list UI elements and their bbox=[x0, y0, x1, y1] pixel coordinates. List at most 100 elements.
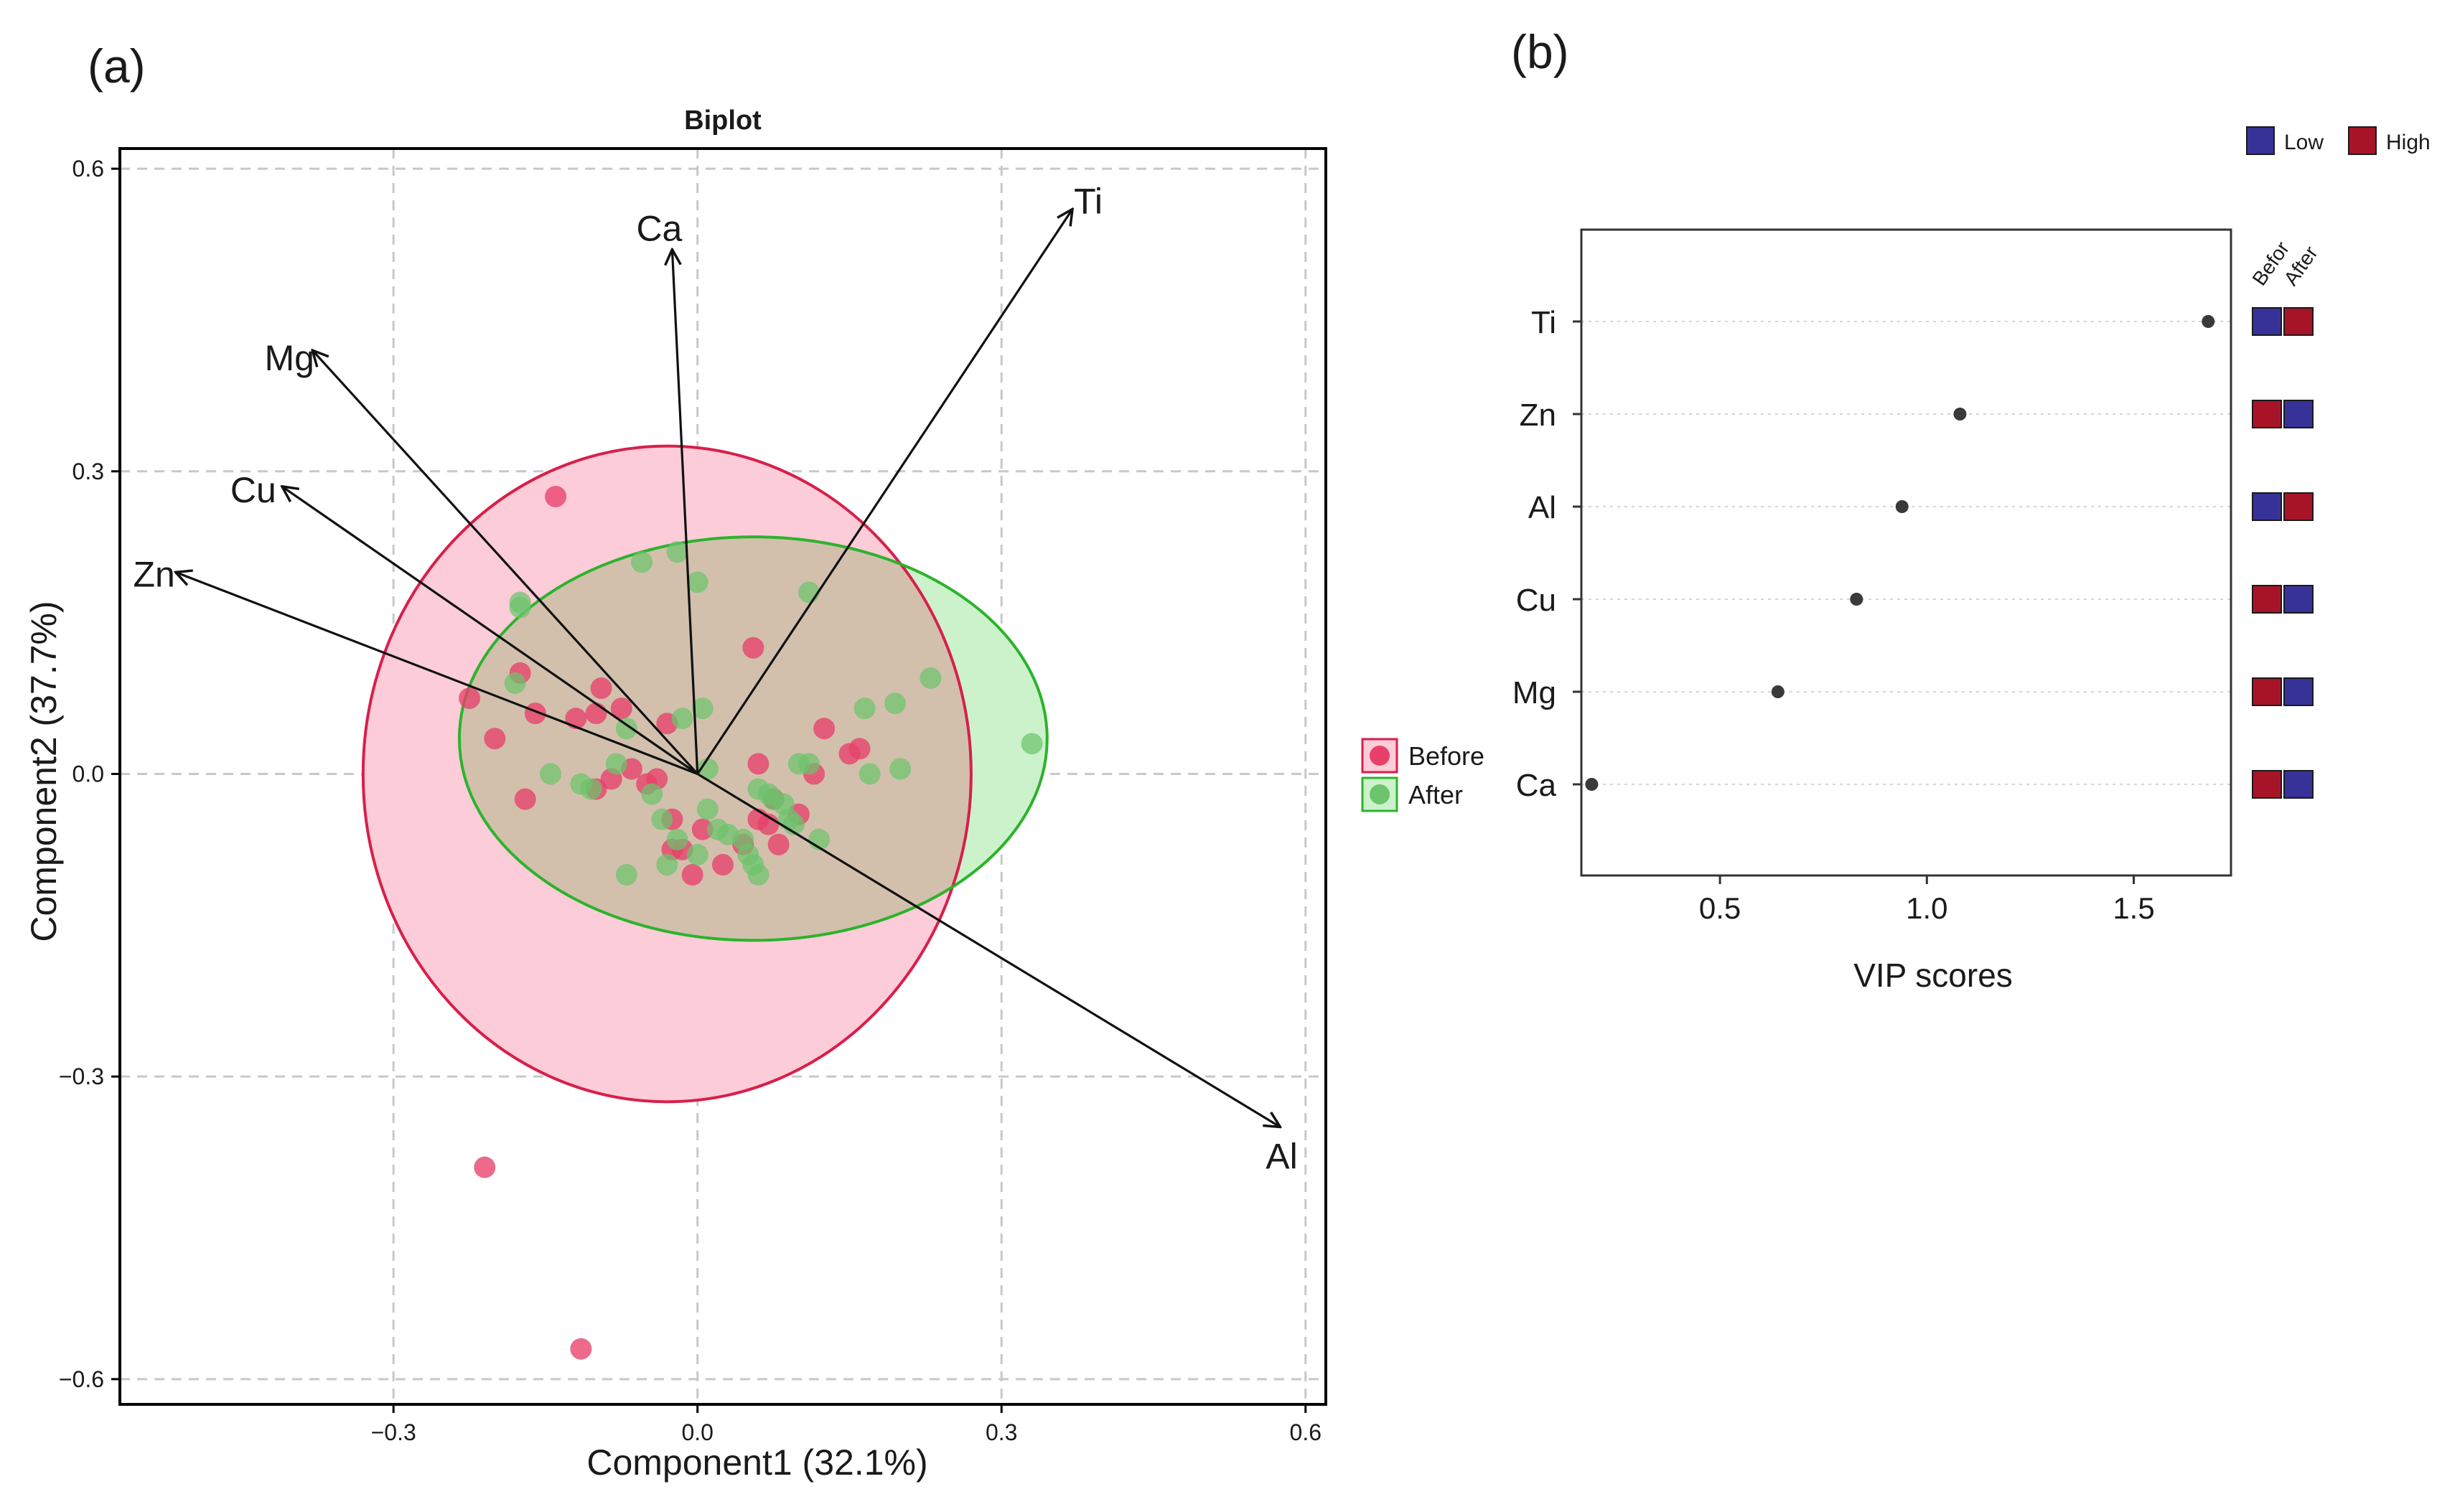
after-point bbox=[859, 763, 881, 785]
before-ellipse-outline bbox=[361, 444, 973, 1104]
before-point bbox=[813, 718, 836, 740]
loading-label-al: Al bbox=[1266, 1136, 1297, 1176]
category-label-ca: Ca bbox=[1516, 768, 1557, 803]
biplot-frame bbox=[118, 147, 1327, 1406]
before-point bbox=[459, 687, 481, 710]
biplot-y-axis-label: Component2 (37.7%) bbox=[24, 601, 64, 942]
heat-cell-ti-befor bbox=[2252, 307, 2282, 336]
vip-panel: Ti Zn Al Cu Mg Ca 0.5 1.0 1.5 VIP scores BeforA… bbox=[1512, 126, 2431, 994]
after-point bbox=[656, 853, 678, 875]
loading-label-zn: Zn bbox=[133, 554, 174, 594]
after-point bbox=[920, 667, 942, 689]
x-tick-label: −0.3 bbox=[371, 1419, 416, 1445]
vip-x-ticks: 0.5 1.0 1.5 bbox=[1699, 875, 2155, 925]
category-label-cu: Cu bbox=[1516, 583, 1556, 618]
category-label-ti: Ti bbox=[1531, 305, 1556, 340]
before-point bbox=[514, 788, 536, 810]
x-tick-label: 1.5 bbox=[2113, 891, 2154, 925]
category-label-mg: Mg bbox=[1512, 675, 1556, 710]
after-point bbox=[798, 581, 820, 604]
before-point bbox=[590, 677, 612, 700]
legend-label-low: Low bbox=[2284, 131, 2324, 154]
heat-cell-cu-befor bbox=[2252, 585, 2282, 614]
legend-label-high: High bbox=[2386, 131, 2431, 154]
heat-cell-mg-befor bbox=[2252, 677, 2282, 706]
vip-point-mg bbox=[1771, 685, 1785, 698]
vip-heatmap bbox=[2252, 307, 2314, 799]
vip-category-labels: Ti Zn Al Cu Mg Ca bbox=[1512, 305, 1581, 803]
loading-arrow-zn bbox=[176, 572, 698, 775]
y-tick-label: 0.3 bbox=[72, 459, 104, 484]
heat-cell-al-after bbox=[2283, 492, 2314, 521]
legend-dot-before bbox=[1370, 746, 1390, 766]
after-point bbox=[884, 692, 906, 715]
after-point bbox=[747, 864, 770, 886]
category-label-zn: Zn bbox=[1520, 398, 1556, 433]
after-ellipse-outline bbox=[457, 535, 1049, 942]
loading-label-ti: Ti bbox=[1074, 181, 1103, 221]
vip-legend: Low High bbox=[2246, 126, 2431, 155]
after-point bbox=[540, 763, 561, 785]
vip-point-ca bbox=[1585, 778, 1599, 791]
after-point bbox=[615, 864, 637, 886]
heat-cell-zn-after bbox=[2283, 400, 2314, 428]
before-point bbox=[570, 1338, 592, 1360]
heat-cell-mg-after bbox=[2283, 677, 2314, 706]
after-point bbox=[691, 698, 714, 720]
loading-arrow-ca bbox=[672, 250, 699, 774]
before-point bbox=[712, 853, 734, 875]
legend-swatch-low bbox=[2246, 126, 2275, 155]
loading-arrow-ti bbox=[696, 209, 1072, 775]
after-point bbox=[631, 551, 653, 573]
biplot-panel: Biplot Ti Ca Mg Cu Zn Al −0.3 0.0 0.3 0.6 0.6 0.3… bbox=[24, 105, 1484, 1483]
x-tick-label: 0.0 bbox=[681, 1419, 713, 1445]
panel-b-label: (b) bbox=[1511, 25, 1569, 78]
loading-label-mg: Mg bbox=[265, 338, 314, 378]
after-point bbox=[666, 541, 688, 563]
vip-point-al bbox=[1895, 500, 1909, 513]
after-point bbox=[889, 758, 912, 780]
loading-vectors: Ti Ca Mg Cu Zn Al bbox=[133, 181, 1297, 1176]
heat-cell-ca-befor bbox=[2252, 770, 2282, 799]
biplot-y-ticks: 0.6 0.3 0.0 −0.3 −0.6 bbox=[59, 156, 120, 1392]
biplot-title: Biplot bbox=[684, 105, 762, 136]
vip-x-axis-label: VIP scores bbox=[1853, 957, 2013, 994]
after-point bbox=[671, 708, 693, 730]
heat-cell-ca-after bbox=[2283, 770, 2314, 799]
y-tick-label: −0.6 bbox=[59, 1366, 104, 1392]
legend-swatch-high bbox=[2348, 126, 2377, 155]
after-point bbox=[686, 843, 708, 865]
heat-cell-cu-after bbox=[2283, 585, 2314, 614]
heat-cell-al-befor bbox=[2252, 492, 2282, 521]
after-point bbox=[651, 808, 673, 830]
before-point bbox=[681, 864, 703, 886]
heat-cell-ti-after bbox=[2283, 307, 2314, 336]
before-point bbox=[747, 753, 770, 775]
overlap-region bbox=[459, 537, 971, 941]
y-tick-label: 0.6 bbox=[72, 156, 104, 182]
after-point bbox=[641, 783, 663, 805]
after-point bbox=[1021, 733, 1043, 755]
before-point bbox=[742, 637, 764, 659]
biplot-x-axis-label: Component1 (32.1%) bbox=[586, 1442, 927, 1483]
legend-swatch-before bbox=[1361, 738, 1398, 774]
y-tick-label: 0.0 bbox=[72, 761, 104, 786]
after-point bbox=[696, 798, 719, 820]
before-point bbox=[484, 728, 506, 750]
before-point bbox=[691, 818, 714, 840]
sample-points bbox=[459, 485, 1043, 1360]
loading-label-cu: Cu bbox=[230, 470, 276, 510]
before-point bbox=[585, 703, 607, 725]
before-point bbox=[767, 833, 790, 855]
after-point bbox=[666, 828, 688, 850]
x-tick-label: 0.5 bbox=[1699, 891, 1741, 925]
after-point bbox=[798, 753, 820, 775]
vip-points bbox=[1585, 315, 2215, 791]
loading-arrow-mg bbox=[312, 350, 698, 775]
legend-label-before: Before bbox=[1408, 741, 1484, 771]
biplot-legend: Before After bbox=[1361, 738, 1484, 812]
before-point bbox=[474, 1156, 496, 1178]
legend-label-after: After bbox=[1408, 780, 1463, 809]
after-point bbox=[615, 718, 637, 740]
